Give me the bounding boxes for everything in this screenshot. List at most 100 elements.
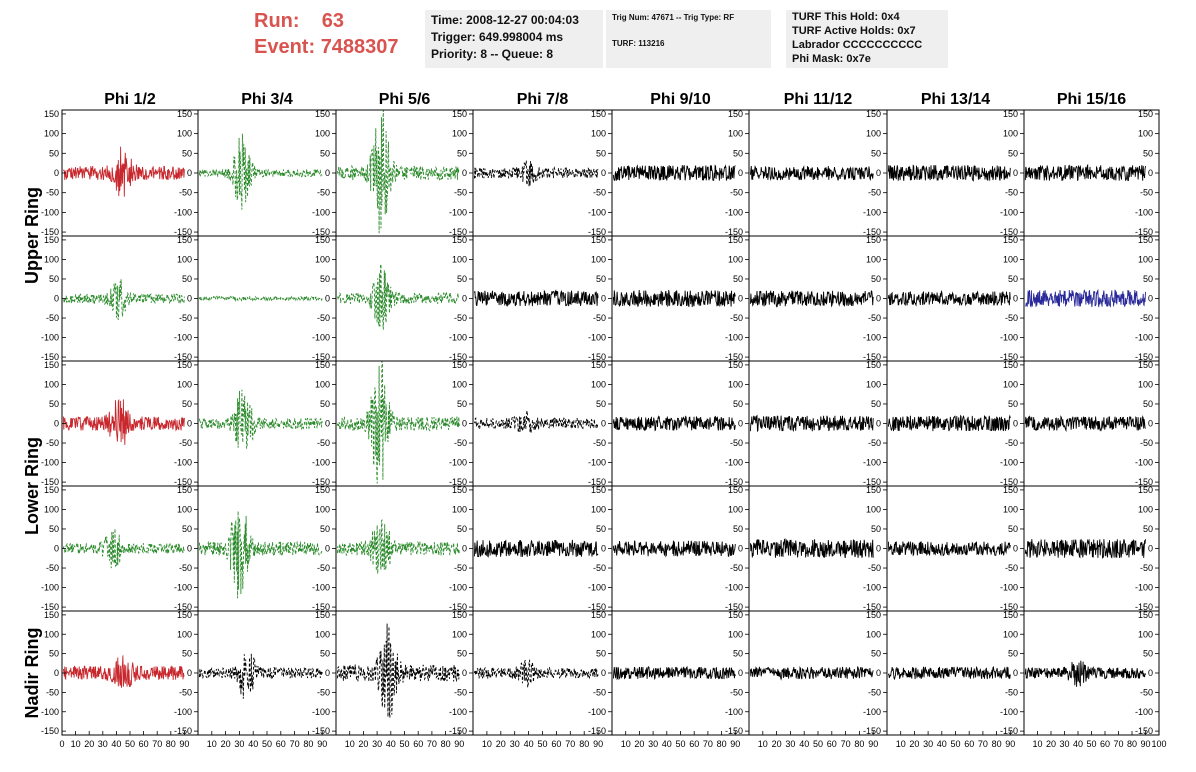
y-tick-label: 150 — [315, 485, 330, 495]
y-tick-label: -50 — [593, 438, 606, 448]
y-tick-label: 150 — [1003, 109, 1018, 119]
y-tick-label: 150 — [315, 109, 330, 119]
column-header-4: Phi 7/8 — [517, 91, 569, 108]
x-tick-label: 30 — [234, 739, 244, 749]
column-header-3: Phi 5/6 — [379, 91, 431, 108]
y-tick-label: 50 — [733, 274, 743, 284]
y-tick-label: -100 — [1135, 458, 1153, 468]
y-tick-label: 150 — [591, 109, 606, 119]
y-tick-label: 150 — [591, 235, 606, 245]
waveform-r4-c6 — [749, 538, 874, 559]
waveform-r2-c8 — [1025, 288, 1146, 308]
x-tick-label: 80 — [854, 739, 864, 749]
y-tick-label: 0 — [462, 544, 467, 554]
y-tick-label: 0 — [325, 668, 330, 678]
y-tick-label: -50 — [317, 563, 330, 573]
y-tick-label: -100 — [449, 707, 467, 717]
y-tick-label-left: -150 — [41, 602, 59, 612]
x-tick-label: 60 — [276, 739, 286, 749]
waveform-r3-c3 — [336, 360, 460, 484]
y-tick-label: -100 — [588, 207, 606, 217]
y-tick-label-left: 100 — [44, 629, 59, 639]
x-tick-label: 70 — [841, 739, 851, 749]
column-header-1: Phi 1/2 — [104, 91, 156, 108]
y-tick-label: -50 — [1140, 687, 1153, 697]
y-tick-label: 50 — [320, 399, 330, 409]
y-tick-label: -50 — [593, 313, 606, 323]
y-tick-label: -50 — [454, 563, 467, 573]
y-tick-label: 50 — [182, 148, 192, 158]
y-tick-label: 0 — [876, 544, 881, 554]
y-tick-label-left: 150 — [44, 235, 59, 245]
y-tick-label: 0 — [601, 668, 606, 678]
y-tick-label: 100 — [315, 504, 330, 514]
waveform-r2-c2 — [198, 295, 323, 302]
y-tick-label: -50 — [730, 188, 743, 198]
x-tick-label: 0 — [59, 739, 64, 749]
y-tick-label: -100 — [1000, 583, 1018, 593]
y-tick-label: 150 — [177, 360, 192, 370]
x-tick-label: 30 — [785, 739, 795, 749]
y-tick-label-left: 0 — [54, 544, 59, 554]
y-tick-label: -150 — [1135, 477, 1153, 487]
y-tick-label-left: -100 — [41, 583, 59, 593]
y-tick-label: 50 — [182, 274, 192, 284]
y-tick-label: -100 — [588, 707, 606, 717]
x-tick-label: 60 — [1100, 739, 1110, 749]
y-tick-label: -100 — [1000, 458, 1018, 468]
y-tick-label: -150 — [449, 726, 467, 736]
y-tick-label: 50 — [733, 649, 743, 659]
y-tick-label: 100 — [452, 629, 467, 639]
x-tick-label: 50 — [262, 739, 272, 749]
y-tick-label: 0 — [1148, 168, 1153, 178]
waveform-r3-c4 — [473, 410, 599, 433]
y-tick-label-left: 150 — [44, 360, 59, 370]
y-tick-label: 100 — [728, 629, 743, 639]
y-tick-label: 100 — [866, 504, 881, 514]
y-tick-label: -100 — [1135, 707, 1153, 717]
y-tick-label: 100 — [591, 379, 606, 389]
y-tick-label: -150 — [588, 352, 606, 362]
turf-info-box: TURF This Hold: 0x4 TURF Active Holds: 0… — [786, 10, 948, 68]
x-tick-label: 40 — [111, 739, 121, 749]
y-tick-label: -50 — [454, 313, 467, 323]
x-tick-label: 10 — [758, 739, 768, 749]
column-header-2: Phi 3/4 — [241, 91, 293, 108]
x-tick-label: 100 — [1151, 739, 1166, 749]
y-tick-label: 50 — [871, 524, 881, 534]
y-tick-label: 50 — [1143, 524, 1153, 534]
y-tick-label-left: -150 — [41, 726, 59, 736]
y-tick-label: -150 — [174, 352, 192, 362]
y-tick-label: -50 — [730, 438, 743, 448]
waveform-r4-c1 — [62, 528, 185, 569]
y-tick-label: -150 — [449, 602, 467, 612]
y-tick-label-left: 100 — [44, 129, 59, 139]
y-tick-label-left: 50 — [49, 148, 59, 158]
x-tick-label: 10 — [345, 739, 355, 749]
y-tick-label: -50 — [1140, 438, 1153, 448]
y-tick-label: -150 — [863, 352, 881, 362]
y-tick-label: 0 — [601, 168, 606, 178]
y-tick-label: 150 — [866, 360, 881, 370]
y-tick-label: 0 — [325, 544, 330, 554]
y-tick-label: -50 — [868, 563, 881, 573]
y-tick-label: -150 — [1135, 602, 1153, 612]
y-tick-label: 100 — [177, 379, 192, 389]
y-tick-label: -50 — [317, 313, 330, 323]
y-tick-label-left: -100 — [41, 333, 59, 343]
x-tick-label: 50 — [675, 739, 685, 749]
y-tick-label: 50 — [320, 649, 330, 659]
y-tick-label: 150 — [1003, 360, 1018, 370]
event-row: Event: 7488307 — [254, 34, 399, 60]
y-tick-label: 0 — [1148, 544, 1153, 554]
x-tick-label: 20 — [634, 739, 644, 749]
y-tick-label: 100 — [728, 254, 743, 264]
x-tick-label: 60 — [964, 739, 974, 749]
y-tick-label: -100 — [1135, 333, 1153, 343]
y-tick-label: 0 — [1013, 294, 1018, 304]
x-tick-label: 60 — [413, 739, 423, 749]
y-tick-label: 50 — [733, 148, 743, 158]
y-tick-label: -50 — [454, 687, 467, 697]
x-tick-label: 40 — [524, 739, 534, 749]
waveform-r3-c2 — [198, 389, 323, 449]
